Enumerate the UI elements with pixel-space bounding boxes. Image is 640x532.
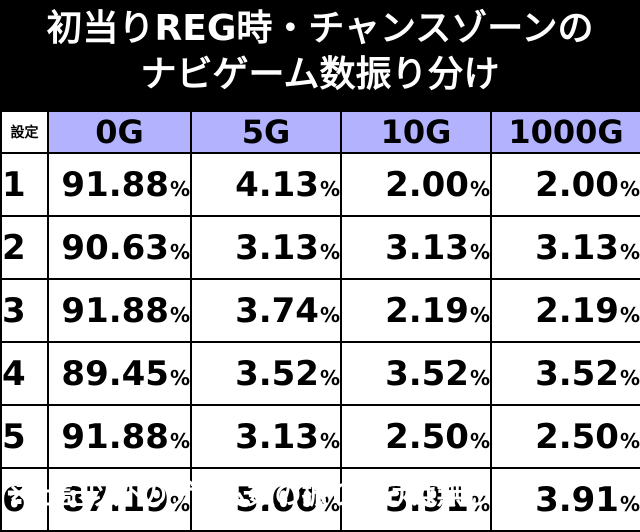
- table-cell: 91.88%: [47, 152, 192, 217]
- cell-value: 3.52: [385, 353, 469, 394]
- table-cell: 2.00%: [490, 152, 640, 217]
- percent-sign: %: [319, 302, 340, 327]
- column-header-0g: 0G: [47, 110, 192, 154]
- table-cell: 3.13%: [190, 404, 342, 469]
- cell-value: 3.13: [235, 416, 319, 457]
- percent-sign: %: [469, 428, 490, 453]
- setting-column-header: 設定: [0, 110, 49, 154]
- table-cell: 3.13%: [340, 215, 492, 280]
- table-row: 3 91.88% 3.74% 2.19% 2.19%: [0, 278, 640, 343]
- cell-value: 2.19: [535, 290, 619, 331]
- cell-value: 91.88: [61, 164, 169, 205]
- percent-sign: %: [619, 428, 640, 453]
- page-title: 初当りREG時・チャンスゾーンの ナビゲーム数振り分け: [0, 6, 640, 98]
- percent-sign: %: [619, 302, 640, 327]
- cell-value: 2.19: [385, 290, 469, 331]
- cell-value: 3.13: [535, 227, 619, 268]
- percent-sign: %: [619, 176, 640, 201]
- column-header-5g: 5G: [190, 110, 342, 154]
- cell-value: 3.13: [385, 227, 469, 268]
- cell-value: 90.63: [61, 227, 169, 268]
- percent-sign: %: [319, 428, 340, 453]
- table-cell: 2.50%: [340, 404, 492, 469]
- percent-sign: %: [469, 365, 490, 390]
- table-cell: 3.52%: [490, 341, 640, 406]
- table-cell: 4.13%: [190, 152, 342, 217]
- setting-label: 4: [0, 341, 49, 406]
- cell-value: 89.45: [61, 353, 169, 394]
- cell-value: 3.52: [235, 353, 319, 394]
- table-cell: 91.88%: [47, 404, 192, 469]
- cell-value: 2.00: [535, 164, 619, 205]
- table-cell: 3.13%: [490, 215, 640, 280]
- percent-sign: %: [169, 365, 190, 390]
- footnote: ※上記以外のゲーム数の振り分けは無し: [6, 480, 491, 511]
- table-cell: 2.19%: [490, 278, 640, 343]
- percent-sign: %: [169, 491, 190, 516]
- cell-value: 4.13: [235, 164, 319, 205]
- table-row: 5 91.88% 3.13% 2.50% 2.50%: [0, 404, 640, 469]
- setting-label: 5: [0, 404, 49, 469]
- percent-sign: %: [169, 239, 190, 264]
- table-row: 1 91.88% 4.13% 2.00% 2.00%: [0, 152, 640, 217]
- percent-sign: %: [469, 491, 490, 516]
- table-cell: 2.00%: [340, 152, 492, 217]
- title-line-2: ナビゲーム数振り分け: [140, 54, 500, 95]
- table-cell: 2.19%: [340, 278, 492, 343]
- percent-sign: %: [469, 176, 490, 201]
- cell-value: 87.19: [61, 479, 169, 520]
- table-cell: 90.63%: [47, 215, 192, 280]
- title-line-1: 初当りREG時・チャンスゾーンの: [46, 8, 594, 49]
- table-header-row: 設定 0G 5G 10G 1000G: [0, 110, 640, 154]
- table-cell: 3.52%: [340, 341, 492, 406]
- cell-value: 3.91: [535, 479, 619, 520]
- percent-sign: %: [169, 176, 190, 201]
- percent-sign: %: [619, 491, 640, 516]
- table-cell: 91.88%: [47, 278, 192, 343]
- cell-value: 3.52: [535, 353, 619, 394]
- percent-sign: %: [619, 365, 640, 390]
- cell-value: 3.91: [385, 479, 469, 520]
- percent-sign: %: [469, 239, 490, 264]
- navi-distribution-table: 設定 0G 5G 10G 1000G 1 91.88% 4.13% 2.00% 2.00…: [0, 110, 640, 532]
- percent-sign: %: [169, 428, 190, 453]
- table-cell: 89.45%: [47, 341, 192, 406]
- column-header-1000g: 1000G: [490, 110, 640, 154]
- table-cell: 3.74%: [190, 278, 342, 343]
- cell-value: 5.00: [235, 479, 319, 520]
- setting-label: 3: [0, 278, 49, 343]
- cell-value: 3.13: [235, 227, 319, 268]
- percent-sign: %: [319, 491, 340, 516]
- cell-value: 3.74: [235, 290, 319, 331]
- setting-label: 1: [0, 152, 49, 217]
- cell-value: 91.88: [61, 416, 169, 457]
- table-row: 4 89.45% 3.52% 3.52% 3.52%: [0, 341, 640, 406]
- cell-value: 2.50: [535, 416, 619, 457]
- cell-value: 2.00: [385, 164, 469, 205]
- table-row: 2 90.63% 3.13% 3.13% 3.13%: [0, 215, 640, 280]
- percent-sign: %: [169, 302, 190, 327]
- percent-sign: %: [469, 302, 490, 327]
- cell-value: 2.50: [385, 416, 469, 457]
- setting-label: 2: [0, 215, 49, 280]
- percent-sign: %: [319, 365, 340, 390]
- percent-sign: %: [319, 239, 340, 264]
- percent-sign: %: [619, 239, 640, 264]
- percent-sign: %: [319, 176, 340, 201]
- table-cell: 3.13%: [190, 215, 342, 280]
- column-header-10g: 10G: [340, 110, 492, 154]
- cell-value: 91.88: [61, 290, 169, 331]
- table-cell: 2.50%: [490, 404, 640, 469]
- table-cell: 3.52%: [190, 341, 342, 406]
